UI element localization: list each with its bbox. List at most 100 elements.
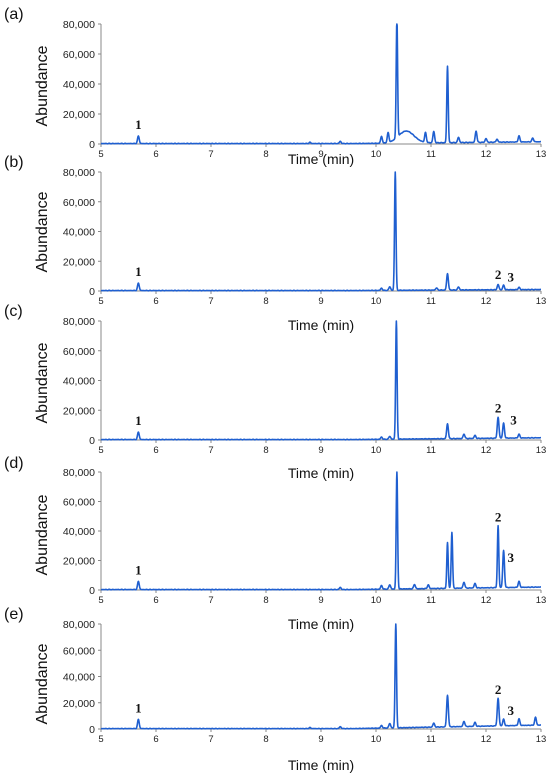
ylabel-c: Abundance bbox=[34, 342, 51, 423]
x-tick-label-c: 7 bbox=[208, 445, 213, 456]
y-tick-label-c: 80,000 bbox=[63, 316, 95, 328]
x-tick-label-c: 12 bbox=[481, 445, 492, 456]
peak-label-e-3: 3 bbox=[508, 703, 515, 718]
x-tick-label-c: 6 bbox=[153, 445, 158, 456]
x-tick-label-d: 5 bbox=[98, 595, 103, 606]
y-tick-label-b: 40,000 bbox=[63, 227, 95, 239]
panel-b: (b) Abundance 0 20,000 40,000 60,000 80,0005… bbox=[4, 154, 546, 333]
panel-a: (a) Abundance 0 20,000 40,000 60,000 80,000 5… bbox=[4, 6, 546, 167]
x-tick-label-b: 6 bbox=[153, 296, 158, 307]
panel-label-b: (b) bbox=[4, 154, 24, 171]
x-tick-label-e: 8 bbox=[263, 734, 268, 745]
y-tick-label-d: 40,000 bbox=[63, 526, 95, 538]
peak-label-b-3: 3 bbox=[508, 269, 515, 284]
x-tick-label-d: 6 bbox=[153, 595, 158, 606]
chromatogram-trace-d bbox=[100, 471, 542, 591]
x-tick-label-b: 13 bbox=[536, 296, 547, 307]
panel-label-a: (a) bbox=[4, 6, 24, 23]
y-tick-label-a: 20,000 bbox=[63, 109, 95, 121]
y-tick-label-c: 20,000 bbox=[63, 405, 95, 417]
x-tick-label-b: 11 bbox=[426, 296, 436, 307]
xlabel-a: Time (min) bbox=[288, 151, 354, 167]
x-tick-label-a: 11 bbox=[426, 149, 436, 160]
x-tick-label-a: 5 bbox=[98, 149, 103, 160]
x-tick-label-e: 6 bbox=[153, 734, 158, 745]
x-tick-label-a: 12 bbox=[481, 149, 492, 160]
x-tick-label-d: 13 bbox=[536, 595, 547, 606]
y-tick-label-c: 60,000 bbox=[63, 346, 95, 358]
peak-label-c-2: 2 bbox=[495, 400, 502, 415]
x-tick-label-d: 9 bbox=[318, 595, 323, 606]
y-tick-label-c: 0 bbox=[89, 435, 95, 447]
y-tick-label-b: 20,000 bbox=[63, 256, 95, 268]
x-tick-label-d: 10 bbox=[371, 595, 382, 606]
x-tick-label-a: 8 bbox=[263, 149, 268, 160]
ylabel-e: Abundance bbox=[34, 643, 51, 724]
peak-label-a-1: 1 bbox=[135, 117, 142, 132]
x-tick-label-d: 12 bbox=[481, 595, 492, 606]
y-tick-label-e: 80,000 bbox=[63, 619, 95, 631]
y-tick-label-a: 60,000 bbox=[63, 49, 95, 61]
x-tick-label-e: 11 bbox=[426, 734, 436, 745]
ylabel-a: Abundance bbox=[34, 45, 51, 126]
y-tick-label-b: 0 bbox=[89, 286, 95, 298]
y-tick-label-d: 60,000 bbox=[63, 497, 95, 509]
y-tick-label-a: 80,000 bbox=[63, 19, 95, 31]
chromatogram-trace-a bbox=[100, 23, 542, 145]
x-tick-label-b: 10 bbox=[371, 296, 382, 307]
x-tick-label-b: 8 bbox=[263, 296, 268, 307]
y-tick-label-c: 40,000 bbox=[63, 376, 95, 388]
peak-label-e-2: 2 bbox=[495, 682, 502, 697]
chromatogram-trace-c bbox=[100, 320, 542, 441]
x-tick-label-e: 12 bbox=[481, 734, 492, 745]
y-tick-label-e: 0 bbox=[89, 724, 95, 736]
x-tick-label-d: 8 bbox=[263, 595, 268, 606]
y-tick-label-e: 40,000 bbox=[63, 672, 95, 684]
panel-d: (d) Abundance 0 20,000 40,000 60,000 80,000 5… bbox=[4, 455, 546, 632]
chromatogram-trace-b bbox=[100, 171, 542, 292]
panel-label-c: (c) bbox=[4, 303, 23, 320]
panel-label-d: (d) bbox=[4, 455, 24, 472]
x-tick-label-a: 10 bbox=[371, 149, 382, 160]
panel-e: (e) Abundance 0 20,000 40,000 60,000 80,000 5… bbox=[4, 606, 546, 773]
x-tick-label-e: 9 bbox=[318, 734, 323, 745]
ylabel-d: Abundance bbox=[34, 494, 51, 575]
x-tick-label-d: 7 bbox=[208, 595, 213, 606]
x-tick-label-c: 5 bbox=[98, 445, 103, 456]
plot-area-a: 0 20,000 40,000 60,000 80,000 5 6 7 8 9 10 11 12 13 1 bbox=[63, 19, 546, 160]
xlabel-b: Time (min) bbox=[288, 317, 354, 333]
ylabel-b: Abundance bbox=[34, 191, 51, 272]
x-tick-label-b: 5 bbox=[98, 296, 103, 307]
panel-c: (c) Abundance 020,00040,00060,00080,0005… bbox=[4, 303, 546, 481]
y-tick-label-a: 0 bbox=[89, 139, 95, 151]
x-tick-label-a: 6 bbox=[153, 149, 158, 160]
x-tick-label-a: 7 bbox=[208, 149, 213, 160]
y-tick-label-d: 20,000 bbox=[63, 556, 95, 568]
x-tick-label-c: 10 bbox=[371, 445, 382, 456]
peak-label-d-2: 2 bbox=[495, 509, 502, 524]
x-tick-label-c: 8 bbox=[263, 445, 268, 456]
peak-label-c-1: 1 bbox=[135, 413, 142, 428]
x-tick-label-c: 11 bbox=[426, 445, 436, 456]
x-tick-label-a: 13 bbox=[536, 149, 547, 160]
peak-label-d-1: 1 bbox=[135, 563, 142, 578]
xlabel-e: Time (min) bbox=[288, 757, 354, 773]
y-tick-label-e: 60,000 bbox=[63, 645, 95, 657]
peak-label-e-1: 1 bbox=[135, 701, 142, 716]
x-tick-label-e: 5 bbox=[98, 734, 103, 745]
x-tick-label-e: 7 bbox=[208, 734, 213, 745]
y-tick-label-b: 60,000 bbox=[63, 197, 95, 209]
y-tick-label-d: 0 bbox=[89, 585, 95, 597]
x-tick-label-a: 9 bbox=[318, 149, 323, 160]
y-tick-label-d: 80,000 bbox=[63, 467, 95, 479]
y-tick-label-e: 20,000 bbox=[63, 698, 95, 710]
x-tick-label-b: 12 bbox=[481, 296, 492, 307]
x-tick-label-b: 7 bbox=[208, 296, 213, 307]
x-tick-label-c: 13 bbox=[536, 445, 547, 456]
x-tick-label-c: 9 bbox=[318, 445, 323, 456]
